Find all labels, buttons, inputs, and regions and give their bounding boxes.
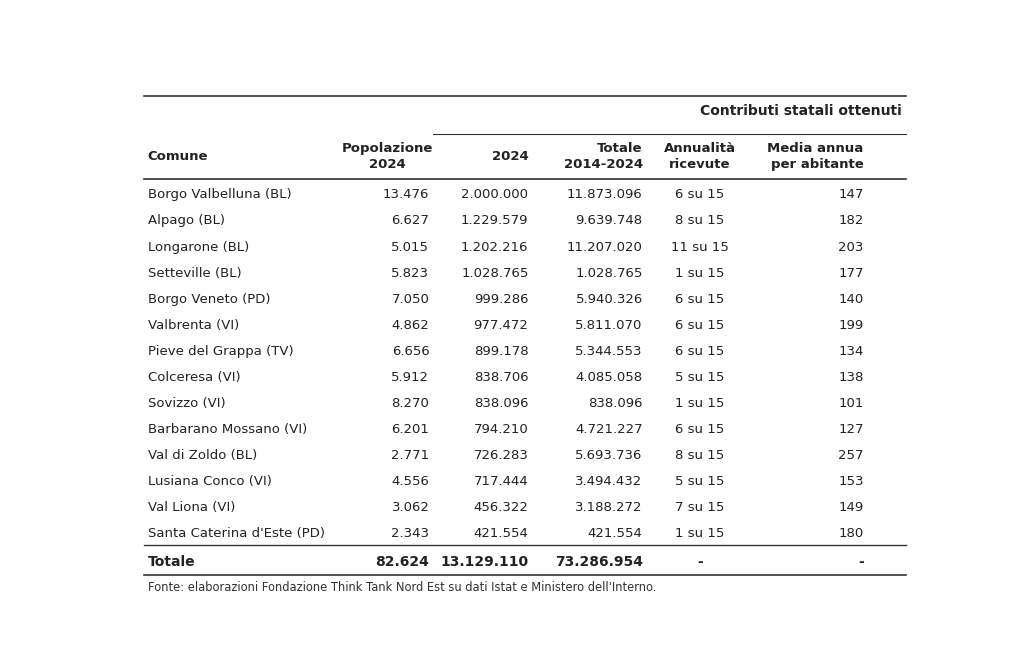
Text: 1.028.765: 1.028.765 xyxy=(461,267,528,280)
Text: 11.873.096: 11.873.096 xyxy=(567,188,643,201)
Text: 5.015: 5.015 xyxy=(391,241,429,253)
Text: 999.286: 999.286 xyxy=(474,293,528,306)
Text: 977.472: 977.472 xyxy=(473,319,528,332)
Text: Totale
2014-2024: Totale 2014-2024 xyxy=(563,143,643,171)
Text: Annualità
ricevute: Annualità ricevute xyxy=(664,143,736,171)
Text: 6.656: 6.656 xyxy=(391,345,429,358)
Text: 5.693.736: 5.693.736 xyxy=(575,449,643,462)
Text: 199: 199 xyxy=(839,319,863,332)
Text: 2.771: 2.771 xyxy=(391,449,429,462)
Text: Media annua
per abitante: Media annua per abitante xyxy=(767,143,863,171)
Text: 8 su 15: 8 su 15 xyxy=(676,449,725,462)
Text: 153: 153 xyxy=(839,475,863,488)
Text: 7.050: 7.050 xyxy=(391,293,429,306)
Text: 1.202.216: 1.202.216 xyxy=(461,241,528,253)
Text: Alpago (BL): Alpago (BL) xyxy=(147,214,225,227)
Text: 838.096: 838.096 xyxy=(474,397,528,410)
Text: Valbrenta (VI): Valbrenta (VI) xyxy=(147,319,239,332)
Text: 1 su 15: 1 su 15 xyxy=(676,267,725,280)
Text: 1 su 15: 1 su 15 xyxy=(676,527,725,540)
Text: 5.344.553: 5.344.553 xyxy=(575,345,643,358)
Text: 794.210: 794.210 xyxy=(474,423,528,436)
Text: 6 su 15: 6 su 15 xyxy=(676,345,725,358)
Text: 11.207.020: 11.207.020 xyxy=(567,241,643,253)
Text: 1 su 15: 1 su 15 xyxy=(676,397,725,410)
Text: Contributi statali ottenuti: Contributi statali ottenuti xyxy=(700,104,902,118)
Text: 177: 177 xyxy=(839,267,863,280)
Text: 717.444: 717.444 xyxy=(474,475,528,488)
Text: -: - xyxy=(858,555,863,569)
Text: 4.721.227: 4.721.227 xyxy=(575,423,643,436)
Text: 421.554: 421.554 xyxy=(473,527,528,540)
Text: 134: 134 xyxy=(839,345,863,358)
Text: 2.343: 2.343 xyxy=(391,527,429,540)
Text: Lusiana Conco (VI): Lusiana Conco (VI) xyxy=(147,475,271,488)
Text: 180: 180 xyxy=(839,527,863,540)
Text: 3.062: 3.062 xyxy=(391,501,429,514)
Text: 101: 101 xyxy=(839,397,863,410)
Text: 4.862: 4.862 xyxy=(391,319,429,332)
Text: 6 su 15: 6 su 15 xyxy=(676,293,725,306)
Text: Pieve del Grappa (TV): Pieve del Grappa (TV) xyxy=(147,345,294,358)
Text: Longarone (BL): Longarone (BL) xyxy=(147,241,249,253)
Text: 13.476: 13.476 xyxy=(383,188,429,201)
Text: 4.556: 4.556 xyxy=(391,475,429,488)
Text: 9.639.748: 9.639.748 xyxy=(575,214,643,227)
Text: 6.627: 6.627 xyxy=(391,214,429,227)
Text: 2024: 2024 xyxy=(492,150,528,163)
Text: 838.706: 838.706 xyxy=(474,371,528,384)
Text: 5.912: 5.912 xyxy=(391,371,429,384)
Text: 6 su 15: 6 su 15 xyxy=(676,423,725,436)
Text: 149: 149 xyxy=(839,501,863,514)
Text: 3.188.272: 3.188.272 xyxy=(575,501,643,514)
Text: 5.811.070: 5.811.070 xyxy=(575,319,643,332)
Text: 7 su 15: 7 su 15 xyxy=(676,501,725,514)
Text: 6 su 15: 6 su 15 xyxy=(676,188,725,201)
Text: 203: 203 xyxy=(839,241,863,253)
Text: -: - xyxy=(697,555,702,569)
Text: 257: 257 xyxy=(839,449,863,462)
Text: Val Liona (VI): Val Liona (VI) xyxy=(147,501,236,514)
Text: 147: 147 xyxy=(839,188,863,201)
Text: 1.028.765: 1.028.765 xyxy=(575,267,643,280)
Text: Comune: Comune xyxy=(147,150,208,163)
Text: 5.823: 5.823 xyxy=(391,267,429,280)
Text: 1.229.579: 1.229.579 xyxy=(461,214,528,227)
Text: 5.940.326: 5.940.326 xyxy=(575,293,643,306)
Text: 182: 182 xyxy=(839,214,863,227)
Text: 73.286.954: 73.286.954 xyxy=(555,555,643,569)
Text: Borgo Veneto (PD): Borgo Veneto (PD) xyxy=(147,293,270,306)
Text: Fonte: elaborazioni Fondazione Think Tank Nord Est su dati Istat e Ministero del: Fonte: elaborazioni Fondazione Think Tan… xyxy=(147,581,656,594)
Text: 4.085.058: 4.085.058 xyxy=(575,371,643,384)
Text: Totale: Totale xyxy=(147,555,196,569)
Text: 13.129.110: 13.129.110 xyxy=(440,555,528,569)
Text: 8 su 15: 8 su 15 xyxy=(676,214,725,227)
Text: 726.283: 726.283 xyxy=(473,449,528,462)
Text: 82.624: 82.624 xyxy=(376,555,429,569)
Text: Borgo Valbelluna (BL): Borgo Valbelluna (BL) xyxy=(147,188,292,201)
Text: Popolazione
2024: Popolazione 2024 xyxy=(342,143,433,171)
Text: 8.270: 8.270 xyxy=(391,397,429,410)
Text: 5 su 15: 5 su 15 xyxy=(676,371,725,384)
Text: Sovizzo (VI): Sovizzo (VI) xyxy=(147,397,225,410)
Text: 899.178: 899.178 xyxy=(474,345,528,358)
Text: 421.554: 421.554 xyxy=(588,527,643,540)
Text: 456.322: 456.322 xyxy=(473,501,528,514)
Text: 138: 138 xyxy=(839,371,863,384)
Text: Santa Caterina d'Este (PD): Santa Caterina d'Este (PD) xyxy=(147,527,325,540)
Text: 11 su 15: 11 su 15 xyxy=(671,241,729,253)
Text: 3.494.432: 3.494.432 xyxy=(575,475,643,488)
Text: 6 su 15: 6 su 15 xyxy=(676,319,725,332)
Text: 6.201: 6.201 xyxy=(391,423,429,436)
Text: 127: 127 xyxy=(839,423,863,436)
Text: Setteville (BL): Setteville (BL) xyxy=(147,267,242,280)
Text: 2.000.000: 2.000.000 xyxy=(462,188,528,201)
Text: Barbarano Mossano (VI): Barbarano Mossano (VI) xyxy=(147,423,307,436)
Text: Val di Zoldo (BL): Val di Zoldo (BL) xyxy=(147,449,257,462)
Text: 140: 140 xyxy=(839,293,863,306)
Text: 5 su 15: 5 su 15 xyxy=(676,475,725,488)
Text: Colceresa (VI): Colceresa (VI) xyxy=(147,371,241,384)
Text: 838.096: 838.096 xyxy=(588,397,643,410)
